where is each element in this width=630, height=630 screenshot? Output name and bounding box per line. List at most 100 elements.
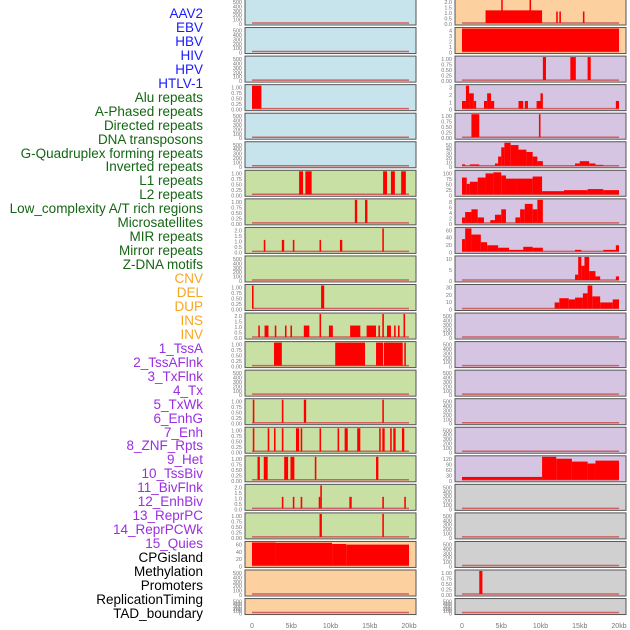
data-bar — [382, 314, 384, 338]
track-label: L1 repeats — [139, 173, 203, 189]
data-bar — [575, 274, 579, 280]
data-bar — [600, 302, 613, 309]
left-panel — [244, 483, 417, 511]
y-tick-label: 300 — [443, 604, 452, 610]
x-tick-label: 15kb — [572, 623, 587, 630]
right-panel — [454, 55, 627, 83]
y-tick-label: 1.00 — [441, 114, 452, 120]
y-tick-label: 400 — [233, 575, 242, 581]
data-bar — [491, 100, 495, 109]
y-tick-label: 200 — [233, 156, 242, 162]
track-label: MIR repeats — [129, 229, 203, 245]
data-bar — [542, 456, 557, 480]
data-bar — [540, 93, 543, 109]
y-tick-label: 1.0 — [234, 239, 242, 245]
data-bar — [612, 299, 619, 309]
y-tick-label: 0.75 — [231, 291, 242, 297]
track-label: 1_TssA — [158, 340, 203, 356]
y-tick-label: 300 — [233, 123, 242, 129]
left-panel — [244, 455, 417, 483]
track-label: AAV2 — [169, 6, 203, 21]
data-bar — [401, 428, 405, 452]
y-tick-label: 0.75 — [441, 63, 452, 69]
y-tick-label: 2.0 — [234, 228, 242, 234]
y-tick-label: 0.00 — [231, 222, 242, 228]
y-tick-label: 400 — [443, 376, 452, 382]
data-bar — [284, 456, 289, 480]
y-tick-label: 0.50 — [231, 439, 242, 445]
y-tick-label: 200 — [443, 607, 452, 613]
y-tick-label: 0.25 — [231, 530, 242, 536]
y-tick-label: 0.00 — [231, 479, 242, 485]
data-bar — [520, 209, 525, 223]
y-tick-label: 400 — [443, 518, 452, 524]
y-tick-label: 0 — [449, 365, 452, 371]
data-bar — [349, 496, 352, 509]
left-panel — [244, 112, 417, 140]
left-panel — [244, 569, 417, 597]
y-tick-label: 500 — [443, 542, 452, 548]
track-label: Alu repeats — [134, 89, 203, 105]
y-tick-label: 5 — [449, 268, 452, 274]
track-label: EBV — [175, 19, 203, 35]
y-tick-label: 100 — [233, 132, 242, 138]
data-bar — [376, 342, 384, 366]
y-tick-label: 300 — [443, 351, 452, 357]
x-tick-label: 20kb — [611, 623, 626, 630]
y-tick-label: 1.00 — [441, 571, 452, 577]
data-bar — [394, 325, 396, 338]
x-tick-label: 15kb — [362, 623, 377, 630]
data-bar — [587, 463, 596, 480]
data-bar — [559, 11, 561, 23]
data-bar — [252, 542, 276, 566]
y-tick-label: 0.00 — [231, 193, 242, 199]
track-label: L2 repeats — [139, 187, 203, 203]
data-bar — [537, 199, 543, 223]
data-bar — [532, 209, 538, 223]
data-bar — [494, 214, 502, 223]
data-bar — [284, 325, 287, 338]
y-tick-label: 0 — [449, 564, 452, 570]
y-tick-label: 200 — [233, 42, 242, 48]
data-bar — [382, 428, 385, 452]
data-bar — [465, 85, 470, 109]
track-label: HPV — [175, 61, 203, 77]
data-bar — [403, 314, 406, 338]
y-tick-label: 200 — [233, 584, 242, 590]
data-bar — [252, 285, 254, 309]
y-tick-label: 2 — [449, 40, 452, 46]
data-bar — [281, 496, 284, 509]
track-label: 8_ZNF_Rpts — [126, 438, 203, 454]
y-tick-label: 300 — [233, 37, 242, 43]
y-tick-label: 2.0 — [234, 485, 242, 491]
data-bar — [579, 161, 590, 166]
data-bar — [568, 299, 576, 309]
data-bar — [518, 149, 527, 166]
data-bar — [498, 247, 510, 252]
data-bar — [273, 428, 276, 452]
data-bar — [589, 163, 596, 166]
y-tick-label: 0.25 — [441, 74, 452, 80]
y-tick-label: 500 — [443, 400, 452, 406]
y-tick-label: 100 — [443, 417, 452, 423]
y-tick-label: 300 — [443, 323, 452, 329]
y-tick-label: 500 — [443, 600, 452, 606]
data-bar — [274, 325, 277, 338]
y-tick-label: 1.00 — [231, 343, 242, 349]
data-bar — [263, 456, 268, 480]
y-tick-label: 300 — [443, 380, 452, 386]
data-bar — [509, 249, 524, 252]
data-bar — [387, 325, 391, 338]
data-bar — [592, 296, 601, 309]
data-bar — [485, 10, 543, 23]
y-tick-label: 2 — [449, 216, 452, 222]
y-tick-label: 0.25 — [231, 216, 242, 222]
data-bar — [465, 228, 472, 252]
data-bar — [319, 428, 322, 452]
y-tick-label: 75 — [446, 177, 452, 183]
y-tick-label: 6 — [449, 205, 452, 211]
data-bar — [571, 461, 588, 480]
y-tick-label: 0 — [239, 51, 242, 57]
track-label: 6_EnhG — [153, 410, 203, 426]
data-bar — [494, 163, 499, 166]
